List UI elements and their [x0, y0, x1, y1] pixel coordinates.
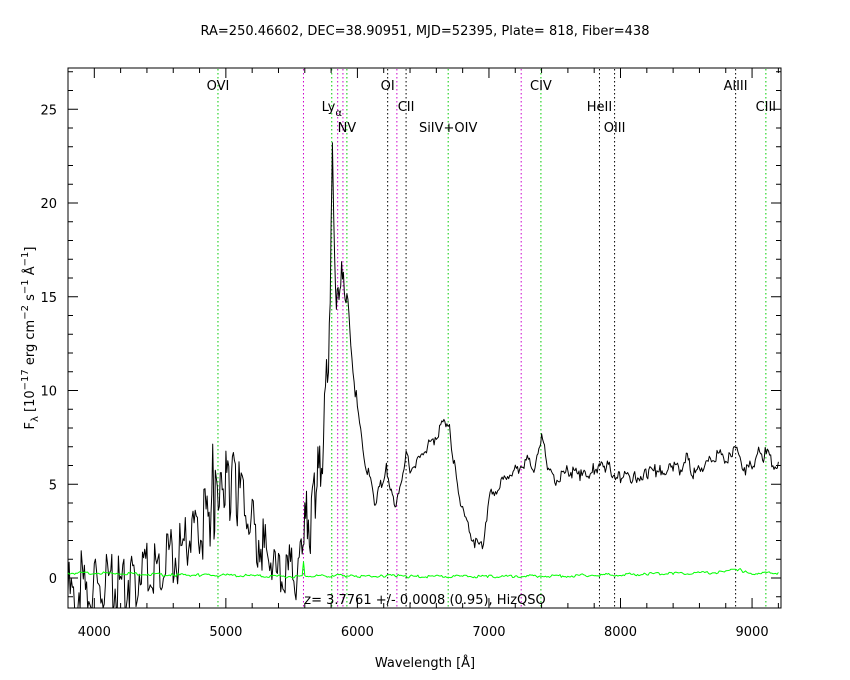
- y-label-post: ]: [23, 247, 38, 252]
- x-axis: 4000 5000 6000 7000 8000 9000: [67, 68, 779, 640]
- y-label-exp2: −2: [20, 305, 31, 320]
- y-tick-label: 5: [49, 478, 57, 493]
- plot-frame: [67, 67, 782, 609]
- y-axis-label: Fλ [10−17 erg cm−2 s−1 Å−1]: [20, 247, 41, 430]
- line-label-siiv-oiv: SiIV+OIV: [419, 121, 478, 136]
- flux-series-line: [67, 142, 779, 609]
- y-label-exp4: −1: [20, 252, 31, 267]
- y-label-mid3: Å: [22, 266, 38, 279]
- line-label-ovi: OVI: [207, 79, 230, 94]
- chart-title: RA=250.46602, DEC=38.90951, MJD=52395, P…: [201, 24, 650, 39]
- y-label-sub: λ: [30, 416, 41, 422]
- y-tick-label: 20: [40, 197, 57, 212]
- spectral-line-markers: [217, 69, 767, 607]
- x-tick-label: 7000: [472, 625, 505, 640]
- x-tick-label: 8000: [604, 625, 637, 640]
- line-label-heii: HeII: [587, 100, 612, 115]
- y-label-exp3: −1: [20, 279, 31, 294]
- y-tick-label: 25: [40, 103, 57, 118]
- y-axis: 0 5 10 15 20 25: [40, 71, 781, 598]
- x-axis-label: Wavelength [Å]: [375, 655, 475, 671]
- line-label-ly: Lyα: [322, 100, 343, 119]
- line-label-oi: OI: [381, 79, 395, 94]
- line-label-civ: CIV: [530, 79, 552, 94]
- y-tick-label: 0: [49, 572, 57, 587]
- x-tick-label: 9000: [736, 625, 769, 640]
- line-label-subscript: α: [335, 108, 342, 119]
- y-label-mid2: s: [23, 294, 38, 305]
- y-label-base: F: [23, 422, 38, 429]
- line-label-ciii: CIII: [756, 100, 777, 115]
- line-label-nv: NV: [338, 121, 357, 136]
- y-label-exp1: −17: [20, 369, 31, 390]
- y-label-mid1: erg cm: [23, 320, 38, 369]
- error-series-line: [67, 561, 779, 579]
- x-tick-label: 5000: [209, 625, 242, 640]
- line-label-cii: CII: [398, 100, 415, 115]
- line-label-oiii: OIII: [604, 121, 626, 136]
- x-tick-label: 4000: [78, 625, 111, 640]
- redshift-annotation: z= 3.7761 +/- 0.0008 (0.95), HizQSO: [304, 593, 545, 608]
- y-tick-label: 15: [40, 291, 57, 306]
- y-tick-label: 10: [40, 385, 57, 400]
- line-label-aliii: AlIII: [724, 79, 748, 94]
- x-tick-label: 6000: [341, 625, 374, 640]
- series-layer: [67, 142, 779, 609]
- y-label-pre: [10: [23, 390, 38, 416]
